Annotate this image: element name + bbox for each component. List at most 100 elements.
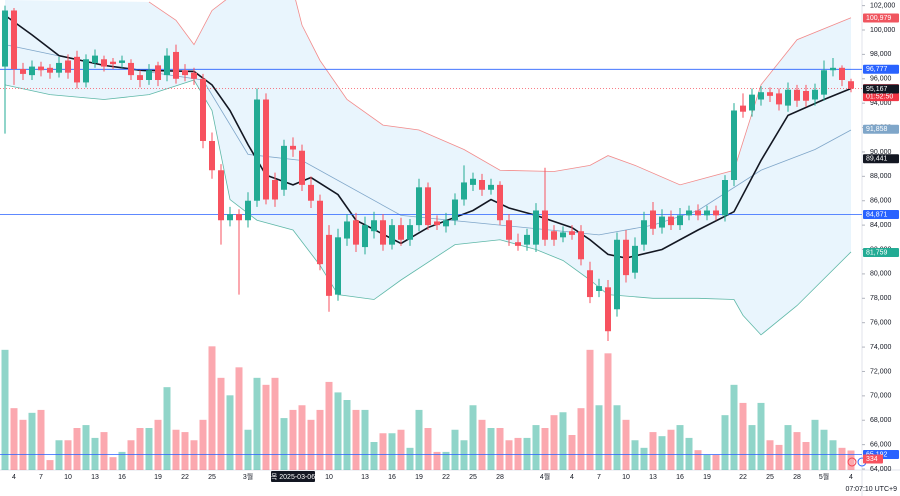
volume-bar	[307, 419, 315, 470]
candle-body	[155, 65, 161, 80]
candle-body	[470, 178, 476, 185]
x-tick-label: 16	[388, 474, 396, 481]
y-tick-label: 74,000	[870, 344, 892, 351]
candle-body	[263, 99, 269, 200]
volume-bar	[172, 429, 180, 470]
candle-body	[173, 51, 179, 79]
volume-bar	[604, 353, 612, 470]
candle-body	[353, 220, 359, 245]
volume-bar	[847, 450, 855, 470]
x-tick-label: 5월	[819, 472, 829, 481]
y-tick-label: 86,000	[870, 198, 892, 205]
volume-bar	[325, 381, 333, 470]
volume-bar	[577, 408, 585, 470]
volume-bar	[343, 400, 351, 470]
volume-bar	[451, 429, 459, 470]
volume-bar	[757, 402, 765, 470]
candle-body	[623, 239, 629, 276]
candle-body	[164, 55, 170, 76]
volume-bar	[685, 437, 693, 470]
candle-body	[227, 214, 233, 221]
candle-body	[542, 210, 548, 240]
candle-body	[308, 184, 314, 201]
x-tick-label: 4	[570, 474, 574, 481]
candle-body	[407, 225, 413, 240]
y-tick-label: 90,000	[870, 149, 892, 156]
candle-body	[632, 245, 638, 273]
candle-body	[443, 220, 449, 227]
volume-bar	[217, 377, 225, 470]
candle-body	[299, 150, 305, 185]
candle-body	[362, 225, 368, 248]
candle-body	[209, 140, 215, 171]
volume-bar	[190, 440, 198, 470]
candle-body	[776, 93, 782, 105]
y-tick-label: 76,000	[870, 320, 892, 327]
price-label-text: 84,871	[866, 211, 888, 218]
candle-body	[506, 220, 512, 240]
candle-body	[290, 145, 296, 150]
volume-bar	[352, 409, 360, 470]
candle-body	[29, 66, 35, 76]
candle-body	[461, 182, 467, 200]
volume-bar	[226, 395, 234, 470]
candle-body	[11, 10, 17, 70]
indicator-line	[4, 79, 852, 336]
volume-bar	[136, 428, 144, 470]
x-tick-label: 10	[325, 474, 333, 481]
candle-body	[794, 89, 800, 101]
volume-bar	[442, 451, 450, 470]
candle-body	[821, 70, 827, 95]
y-tick-label: 80,000	[870, 271, 892, 278]
y-tick-label: 96,000	[870, 76, 892, 83]
volume-bar	[10, 408, 18, 470]
volume-bar	[379, 433, 387, 470]
volume-bar	[118, 451, 126, 470]
candle-body	[2, 10, 8, 67]
volume-bar	[730, 384, 738, 470]
candle-body	[218, 170, 224, 221]
x-tick-label: 10	[64, 474, 72, 481]
x-tick-label: 4월	[540, 472, 550, 481]
x-tick-label: 16	[118, 474, 126, 481]
price-label	[863, 13, 899, 23]
candle-body	[533, 210, 539, 245]
candle-body	[245, 200, 251, 221]
volume-bar	[487, 428, 495, 470]
x-tick-label: 28	[793, 474, 801, 481]
volume-bar	[568, 435, 576, 470]
candle-body	[56, 62, 62, 73]
volume-bar	[46, 460, 54, 470]
candle-body	[614, 239, 620, 310]
candle-body	[92, 55, 98, 63]
candle-body	[848, 81, 854, 89]
candle-body	[479, 180, 485, 190]
volume-bar	[838, 447, 846, 470]
candle-body	[731, 110, 737, 180]
volume-bar	[271, 377, 279, 470]
volume-bar	[424, 428, 432, 470]
x-tick-label: 4	[849, 474, 853, 481]
candle-body	[425, 187, 431, 226]
volume-bar	[793, 432, 801, 470]
candle-body	[38, 66, 44, 71]
x-tick-label: 28	[496, 474, 504, 481]
volume-bar	[775, 444, 783, 470]
candle-body	[281, 145, 287, 190]
candle-body	[344, 221, 350, 239]
candle-body	[371, 220, 377, 232]
x-tick-label: 22	[442, 474, 450, 481]
candle-body	[128, 62, 134, 76]
candle-body	[578, 231, 584, 260]
candle-body	[434, 221, 440, 226]
y-tick-label: 68,000	[870, 417, 892, 424]
volume-bar	[460, 440, 468, 470]
candle-body	[326, 234, 332, 296]
candle-body	[803, 90, 809, 101]
candle-body	[767, 92, 773, 96]
volume-bar	[28, 412, 36, 470]
volume-bar	[235, 367, 243, 470]
candle-body	[380, 220, 386, 245]
volume-bar	[802, 442, 810, 470]
